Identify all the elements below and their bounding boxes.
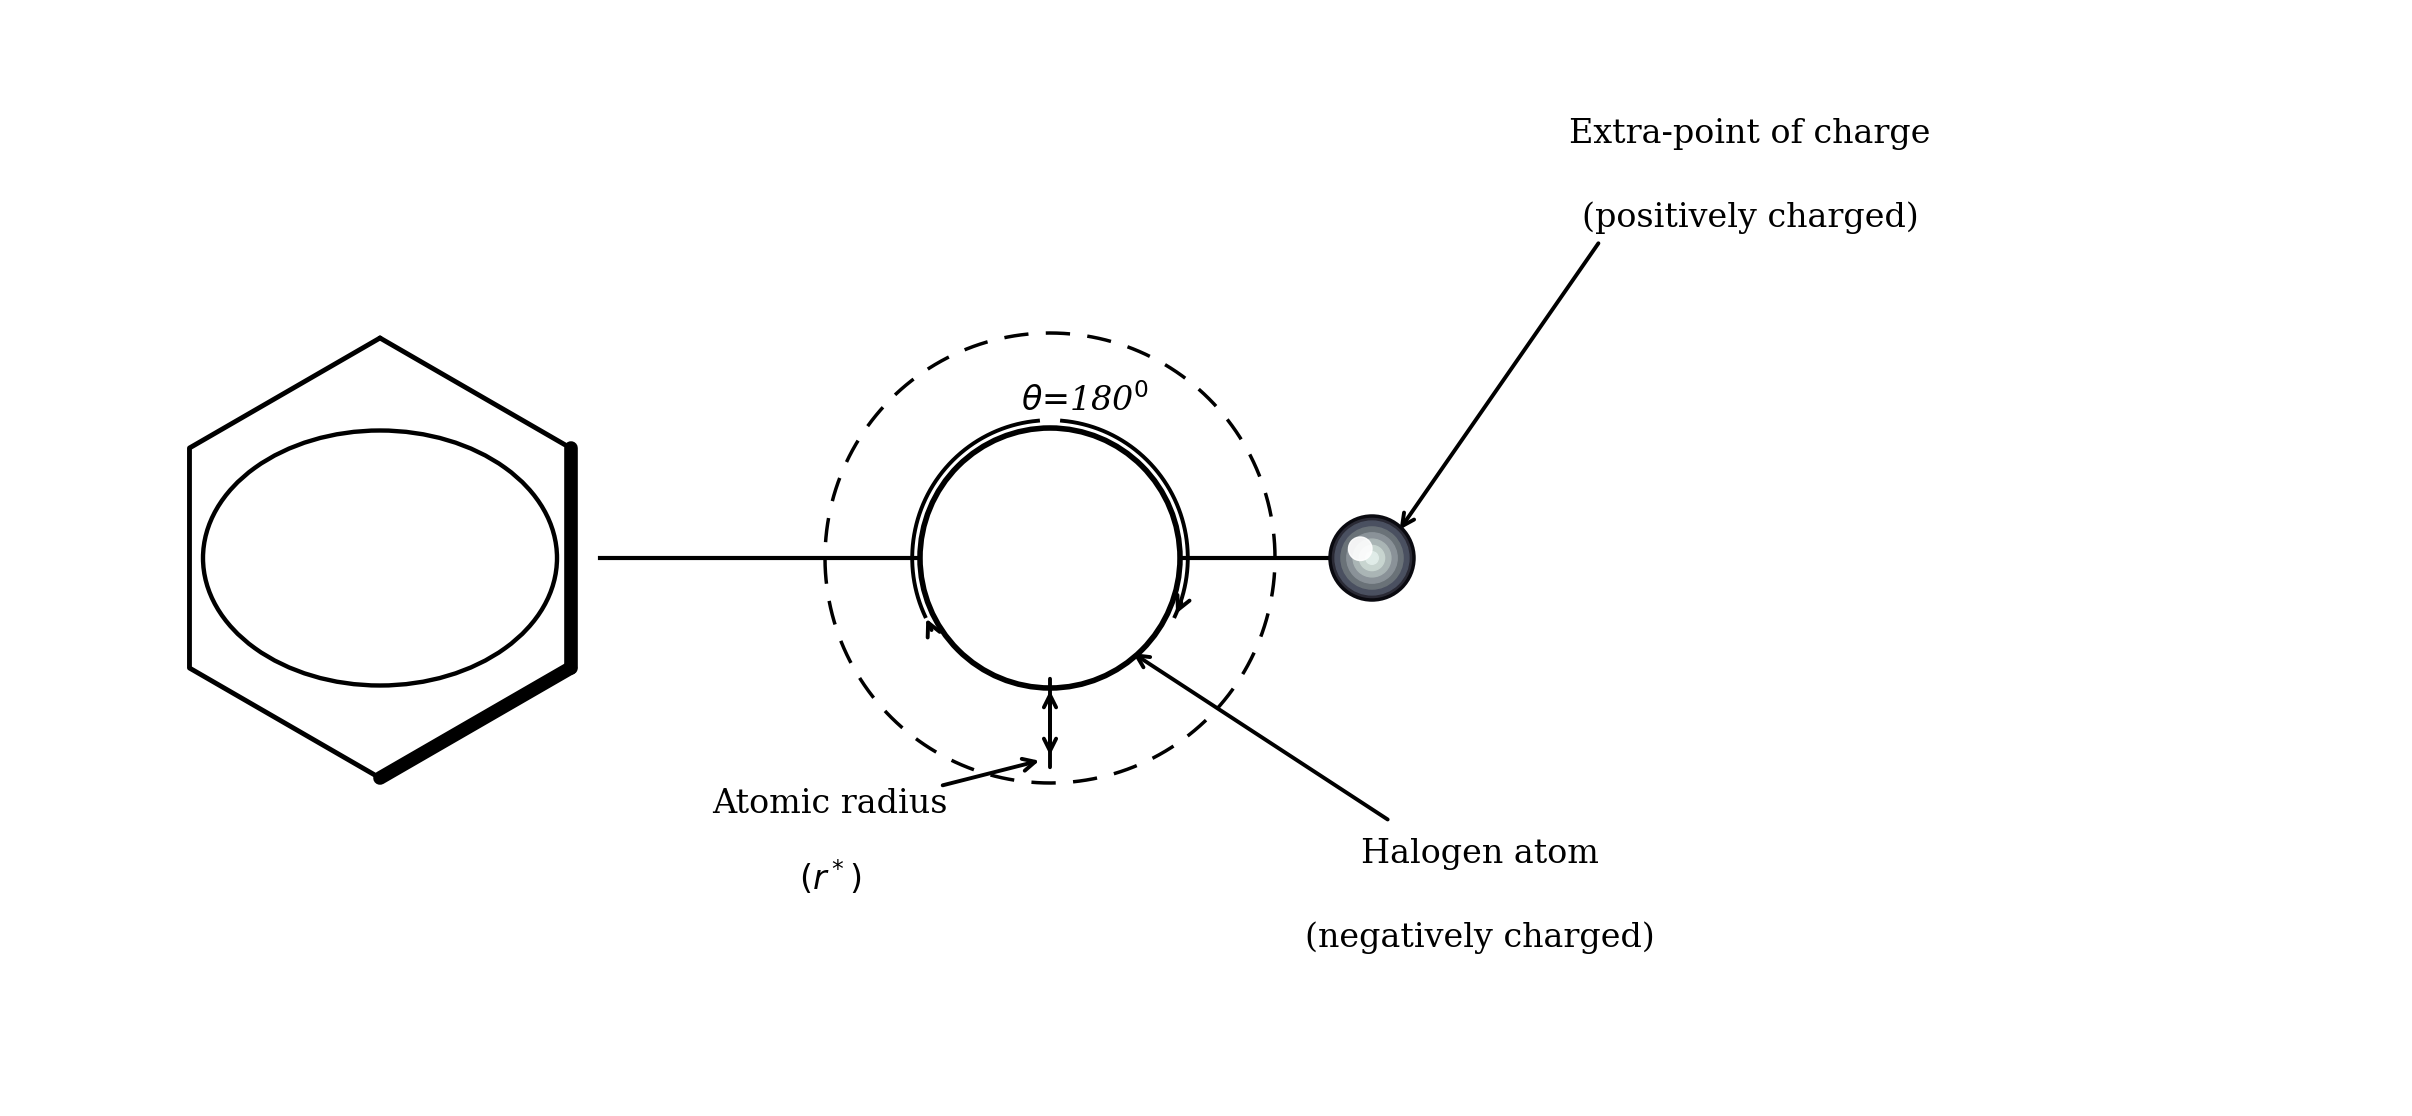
Circle shape xyxy=(1348,537,1372,560)
Text: (positively charged): (positively charged) xyxy=(1582,202,1918,234)
Text: Halogen atom: Halogen atom xyxy=(1360,838,1599,870)
Circle shape xyxy=(1353,539,1392,577)
Circle shape xyxy=(1334,521,1409,595)
Text: Extra-point of charge: Extra-point of charge xyxy=(1570,118,1930,150)
Text: $(r^*)$: $(r^*)$ xyxy=(798,858,861,897)
Circle shape xyxy=(1341,527,1404,589)
Text: (negatively charged): (negatively charged) xyxy=(1305,922,1655,954)
Text: $\theta$=180$^0$: $\theta$=180$^0$ xyxy=(1020,384,1148,418)
Text: Atomic radius: Atomic radius xyxy=(712,788,948,820)
Circle shape xyxy=(1365,551,1377,565)
Circle shape xyxy=(919,429,1179,687)
Circle shape xyxy=(1360,546,1384,570)
Circle shape xyxy=(1329,516,1413,600)
Circle shape xyxy=(1346,532,1397,584)
